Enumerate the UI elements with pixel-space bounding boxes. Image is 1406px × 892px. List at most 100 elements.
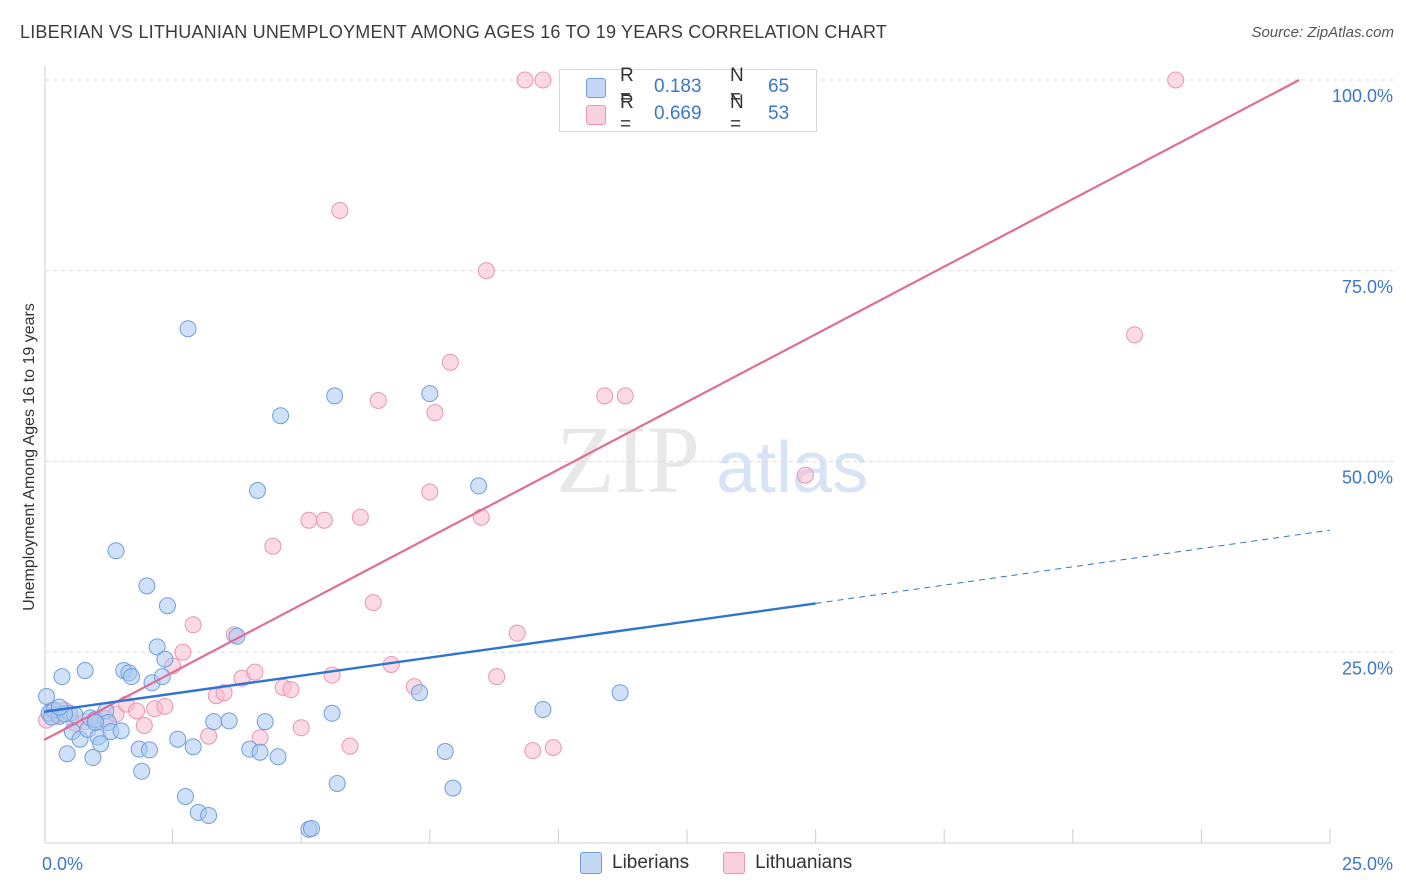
liberians-point: [184, 738, 202, 756]
source-label: Source: ZipAtlas.com: [1251, 24, 1394, 41]
liberians-point: [107, 542, 125, 560]
lithuanians-trendline: [43, 79, 1300, 741]
lithuanians-point: [315, 511, 333, 529]
chart-title: LIBERIAN VS LITHUANIAN UNEMPLOYMENT AMON…: [20, 22, 888, 42]
liberians-point: [256, 713, 274, 731]
liberians-point: [200, 807, 218, 825]
lithuanians-point: [282, 681, 300, 699]
lithuanians-point: [796, 466, 814, 484]
liberians-point: [272, 407, 290, 425]
bottom-legend-swatch-liberians: [580, 852, 602, 874]
liberians-point: [176, 787, 194, 805]
liberians-point: [53, 668, 71, 686]
liberians-point: [169, 730, 187, 748]
liberians-trendline-extension: [815, 529, 1331, 604]
lithuanians-point: [174, 643, 192, 661]
legend-n-value-liberians: 65: [768, 76, 790, 97]
liberians-point: [38, 688, 56, 706]
bottom-legend-swatch-lithuanians: [723, 852, 746, 874]
lithuanians-point: [524, 742, 542, 760]
bottom-legend: Liberians Lithuanians: [580, 852, 886, 874]
legend-swatch-liberians: [586, 78, 606, 98]
liberians-point: [133, 762, 151, 780]
lithuanians-point: [200, 727, 218, 745]
liberians-point: [158, 597, 176, 615]
legend-r-label: R =: [620, 65, 634, 108]
bottom-legend-label-lithuanians: Lithuanians: [755, 852, 853, 873]
liberians-point: [122, 668, 140, 686]
lithuanians-point: [472, 508, 490, 526]
liberians-point: [220, 712, 238, 730]
lithuanians-point: [488, 668, 506, 686]
lithuanians-point: [441, 353, 459, 371]
x-tick-label-max: 25.0%: [1342, 854, 1393, 874]
liberians-point: [84, 749, 102, 767]
lithuanians-point: [351, 508, 369, 526]
lithuanians-point: [364, 594, 382, 612]
liberians-point: [323, 704, 341, 722]
watermark-atlas: atlas: [716, 428, 868, 508]
legend-r-label: R =: [620, 92, 634, 135]
legend-n-label: N =: [730, 65, 744, 108]
liberians-point: [156, 650, 174, 668]
liberians-point: [179, 320, 197, 338]
liberians-point: [205, 713, 223, 731]
liberians-point: [76, 662, 94, 680]
liberians-point: [50, 698, 68, 716]
lithuanians-point: [516, 71, 534, 89]
lithuanians-point: [246, 663, 264, 681]
lithuanians-point: [264, 537, 282, 555]
liberians-point: [436, 742, 454, 760]
lithuanians-point: [426, 404, 444, 422]
liberians-point: [58, 745, 76, 763]
lithuanians-point: [1126, 326, 1144, 344]
legend-n-value-lithuanians: 53: [768, 103, 790, 124]
lithuanians-point: [1167, 71, 1185, 89]
lithuanians-point: [534, 71, 552, 89]
lithuanians-point: [616, 387, 634, 405]
bottom-legend-label-liberians: Liberians: [612, 852, 690, 873]
liberians-point: [92, 735, 110, 753]
lithuanians-point: [508, 624, 526, 642]
lithuanians-point: [596, 387, 614, 405]
lithuanians-point: [544, 739, 562, 757]
legend-n-label: N =: [730, 92, 744, 135]
liberians-trendline: [43, 602, 816, 713]
lithuanians-point: [421, 483, 439, 501]
lithuanians-point: [184, 616, 202, 634]
liberians-point: [534, 700, 552, 718]
lithuanians-point: [156, 697, 174, 715]
legend-r-value-liberians: 0.183: [654, 76, 702, 97]
y-tick-label: 75.0%: [1342, 277, 1393, 297]
liberians-point: [411, 684, 429, 702]
liberians-point: [326, 387, 344, 405]
liberians-point: [421, 385, 439, 403]
bottom-legend-lithuanians: Lithuanians: [723, 852, 852, 874]
y-tick-label: 50.0%: [1342, 468, 1393, 488]
liberians-point: [112, 722, 130, 740]
liberians-point: [86, 713, 104, 731]
liberians-point: [138, 577, 156, 595]
y-tick-label: 25.0%: [1342, 658, 1393, 678]
x-tick-label-min: 0.0%: [42, 854, 83, 874]
liberians-point: [302, 820, 320, 838]
lithuanians-point: [128, 702, 146, 720]
liberians-point: [248, 481, 266, 499]
legend-r-value-lithuanians: 0.669: [654, 103, 702, 124]
y-tick-label: 100.0%: [1332, 86, 1393, 106]
liberians-point: [611, 684, 629, 702]
liberians-point: [251, 743, 269, 761]
liberians-point: [140, 741, 158, 759]
legend-swatch-lithuanians: [586, 105, 606, 125]
liberians-point: [470, 477, 488, 495]
bottom-legend-liberians: Liberians: [580, 852, 689, 874]
liberians-point: [269, 748, 287, 766]
liberians-point: [148, 638, 166, 656]
lithuanians-point: [369, 391, 387, 409]
lithuanians-point: [477, 262, 495, 280]
lithuanians-point: [331, 201, 349, 219]
lithuanians-point: [292, 719, 310, 737]
liberians-point: [444, 779, 462, 797]
watermark-zip: ZIP: [556, 406, 700, 513]
